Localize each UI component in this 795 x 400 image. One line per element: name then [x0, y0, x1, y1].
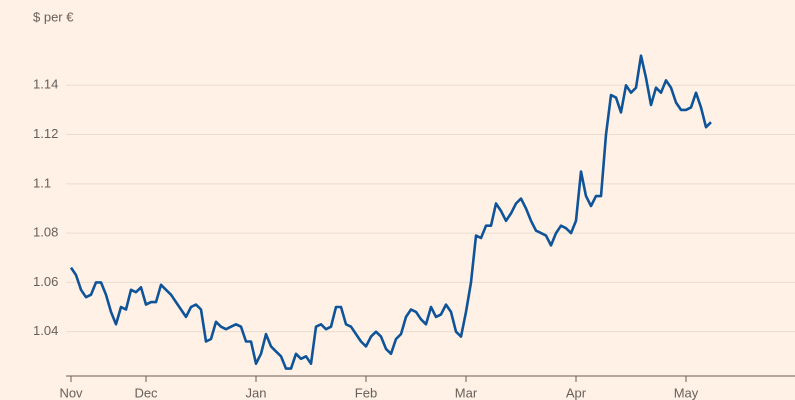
x-tick-label: Apr [566, 385, 587, 400]
y-tick-label: 1.1 [33, 175, 51, 190]
x-tick-label: May [674, 385, 699, 400]
y-tick-label: 1.08 [33, 225, 58, 240]
line-series [69, 54, 712, 370]
x-tick-label: Nov [59, 385, 83, 400]
y-tick-label: 1.12 [33, 126, 58, 141]
x-tick-label: Mar [455, 385, 478, 400]
y-tick-label: 1.14 [33, 77, 58, 92]
x-tick-label: Jan [246, 385, 267, 400]
x-tick-label: Dec [134, 385, 158, 400]
y-axis-unit: $ per € [33, 9, 74, 24]
y-tick-label: 1.04 [33, 323, 58, 338]
y-tick-label: 1.06 [33, 274, 58, 289]
x-tick-label: Feb [355, 385, 377, 400]
